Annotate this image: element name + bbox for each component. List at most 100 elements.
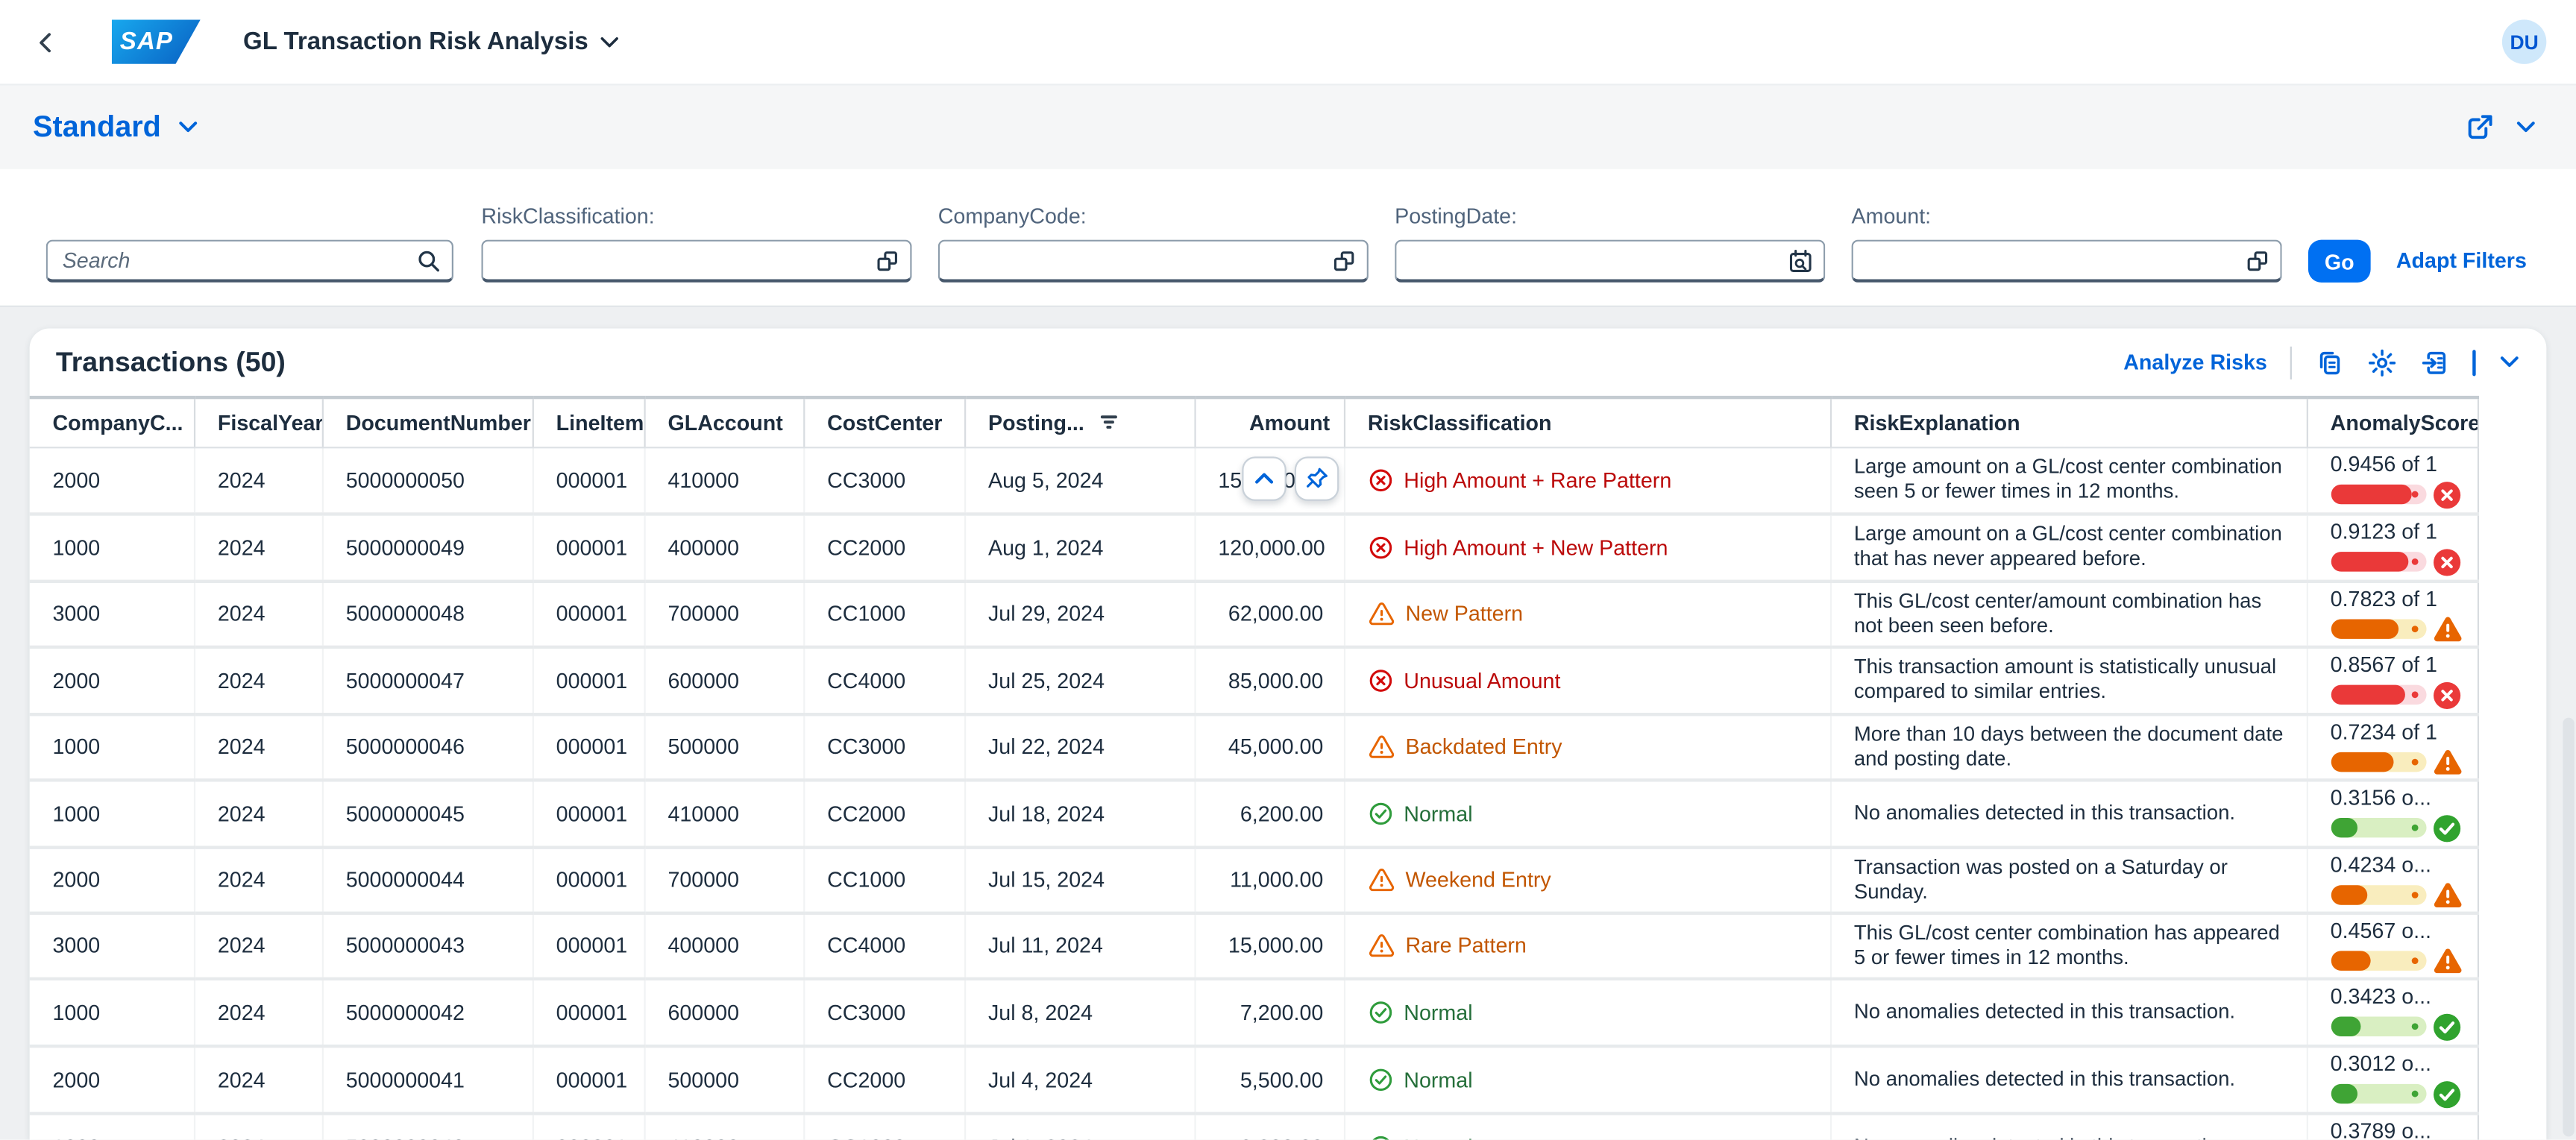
- cell-company-code: 1000: [30, 779, 194, 846]
- error-icon: [1368, 467, 1392, 492]
- cell-document-number: 5000000047: [322, 646, 533, 714]
- table-row[interactable]: 2000 2024 5000000041 000001 500000 CC200…: [30, 1045, 2478, 1112]
- filter-fields: RiskClassification: CompanyCode: Posting…: [481, 204, 2308, 283]
- chevron-down-icon: [600, 35, 619, 48]
- table-row[interactable]: 3000 2024 5000000048 000001 700000 CC100…: [30, 581, 2478, 646]
- cell-cost-center: CC1000: [803, 581, 964, 646]
- search-icon[interactable]: [415, 248, 442, 274]
- column-header-7[interactable]: Amount: [1194, 397, 1343, 447]
- column-header-5[interactable]: CostCenter: [803, 397, 964, 447]
- cell-cost-center: CC3000: [803, 447, 964, 513]
- column-header-1[interactable]: FiscalYear: [194, 397, 322, 447]
- filter-input-3[interactable]: [1851, 240, 2281, 283]
- column-header-2[interactable]: DocumentNumber: [322, 397, 533, 447]
- filter-group-0: RiskClassification:: [481, 204, 911, 283]
- cell-anomaly-score: 0.3423 o...: [2307, 978, 2478, 1045]
- share-button[interactable]: [2464, 112, 2495, 143]
- cell-line-item: 000001: [533, 581, 644, 646]
- cell-line-item: 000001: [533, 1112, 644, 1139]
- filter-input-0[interactable]: [481, 240, 911, 283]
- table-row[interactable]: 1000 2024 5000000040 000001 410000 CC100…: [30, 1112, 2478, 1139]
- cell-company-code: 2000: [30, 1045, 194, 1112]
- anomaly-score-bar: [2331, 552, 2426, 571]
- cell-company-code: 1000: [30, 714, 194, 779]
- transactions-table: CompanyC...FiscalYearDocumentNumberLineI…: [30, 396, 2478, 1140]
- value-help-icon: [1331, 248, 1357, 274]
- table-row[interactable]: 2000 2024 5000000044 000001 700000 CC100…: [30, 847, 2478, 913]
- value-help-button[interactable]: [2244, 248, 2270, 274]
- table-row[interactable]: 1000 2024 5000000046 000001 500000 CC300…: [30, 714, 2478, 779]
- table-row[interactable]: 1000 2024 5000000049 000001 400000 CC200…: [30, 513, 2478, 580]
- column-header-6[interactable]: Posting...: [964, 397, 1194, 447]
- cell-posting-date: Jul 11, 2024: [964, 913, 1194, 978]
- cell-anomaly-score: 0.8567 of 1: [2307, 646, 2478, 714]
- cell-gl-account: 400000: [644, 913, 803, 978]
- search-group: [46, 240, 453, 283]
- go-button[interactable]: Go: [2308, 240, 2370, 283]
- table-row[interactable]: 1000 2024 5000000042 000001 600000 CC300…: [30, 978, 2478, 1045]
- column-header-8[interactable]: RiskClassification: [1344, 397, 1830, 447]
- page-scrollbar[interactable]: [2563, 718, 2574, 1137]
- cell-amount: 15,000.00: [1194, 913, 1343, 978]
- settings-button[interactable]: [2367, 347, 2397, 377]
- cell-fiscal-year: 2024: [194, 779, 322, 846]
- risk-label: Rare Pattern: [1405, 933, 1526, 957]
- table-row[interactable]: 2000 2024 5000000047 000001 600000 CC400…: [30, 646, 2478, 714]
- cell-fiscal-year: 2024: [194, 581, 322, 646]
- pin-filter-bar-button[interactable]: [1295, 456, 1339, 500]
- copy-button[interactable]: [2315, 347, 2345, 377]
- filter-input-1[interactable]: [938, 240, 1369, 283]
- cell-risk-explanation: Transaction was posted on a Saturday or …: [1830, 847, 2307, 913]
- column-header-9[interactable]: RiskExplanation: [1830, 397, 2307, 447]
- cell-risk-explanation: This GL/cost center/amount combination h…: [1830, 581, 2307, 646]
- warning-badge-icon: [2432, 881, 2462, 907]
- column-header-0[interactable]: CompanyC...: [30, 397, 194, 447]
- analyze-risks-button[interactable]: Analyze Risks: [2123, 350, 2267, 374]
- value-help-button[interactable]: [874, 248, 900, 274]
- cell-cost-center: CC3000: [803, 714, 964, 779]
- cell-risk-classification: Rare Pattern: [1344, 913, 1830, 978]
- export-spreadsheet-button[interactable]: [2420, 347, 2450, 377]
- cell-gl-account: 700000: [644, 847, 803, 913]
- cell-gl-account: 600000: [644, 646, 803, 714]
- column-header-10[interactable]: AnomalyScore: [2307, 397, 2478, 447]
- app-title-menu[interactable]: GL Transaction Risk Analysis: [243, 28, 620, 55]
- variant-expand-button[interactable]: [2515, 120, 2536, 135]
- cell-gl-account: 500000: [644, 1045, 803, 1112]
- risk-label: Normal: [1404, 1067, 1472, 1092]
- anomaly-score-bar: [2331, 950, 2426, 969]
- success-icon: [1368, 999, 1392, 1024]
- table-row[interactable]: 1000 2024 5000000045 000001 410000 CC200…: [30, 779, 2478, 846]
- chevron-up-icon: [1254, 471, 1275, 486]
- adapt-filters-link[interactable]: Adapt Filters: [2396, 240, 2527, 283]
- cell-fiscal-year: 2024: [194, 1045, 322, 1112]
- avatar[interactable]: DU: [2502, 19, 2546, 63]
- cell-document-number: 5000000043: [322, 913, 533, 978]
- search-input[interactable]: [46, 240, 453, 283]
- column-header-4[interactable]: GLAccount: [644, 397, 803, 447]
- anomaly-score-bar: [2331, 818, 2426, 837]
- collapse-filter-bar-button[interactable]: [1242, 456, 1286, 500]
- cell-anomaly-score: 0.9456 of 1: [2307, 447, 2478, 513]
- calendar-button[interactable]: [1788, 248, 1814, 274]
- anomaly-score: 0.3156 o...: [2331, 784, 2463, 842]
- warning-icon: [1368, 867, 1394, 892]
- sap-logo[interactable]: SAP: [112, 19, 201, 63]
- export-menu-button[interactable]: [2498, 355, 2520, 370]
- success-badge-icon: [2432, 1080, 2460, 1107]
- filter-label: Amount:: [1851, 204, 2281, 228]
- back-button[interactable]: [23, 19, 69, 65]
- variant-selector[interactable]: Standard: [33, 110, 199, 145]
- cell-risk-explanation: No anomalies detected in this transactio…: [1830, 1045, 2307, 1112]
- column-header-3[interactable]: LineItem: [533, 397, 644, 447]
- cell-posting-date: Jul 22, 2024: [964, 714, 1194, 779]
- cell-anomaly-score: 0.9123 of 1: [2307, 513, 2478, 580]
- cell-posting-date: Jul 4, 2024: [964, 1045, 1194, 1112]
- table-row[interactable]: 3000 2024 5000000043 000001 400000 CC400…: [30, 913, 2478, 978]
- error-badge-icon: [2432, 548, 2460, 576]
- cell-line-item: 000001: [533, 847, 644, 913]
- anomaly-score-bar: [2331, 1084, 2426, 1103]
- value-help-button[interactable]: [1331, 248, 1357, 274]
- filter-input-2[interactable]: [1395, 240, 1825, 283]
- anomaly-score: 0.3012 o...: [2331, 1051, 2463, 1108]
